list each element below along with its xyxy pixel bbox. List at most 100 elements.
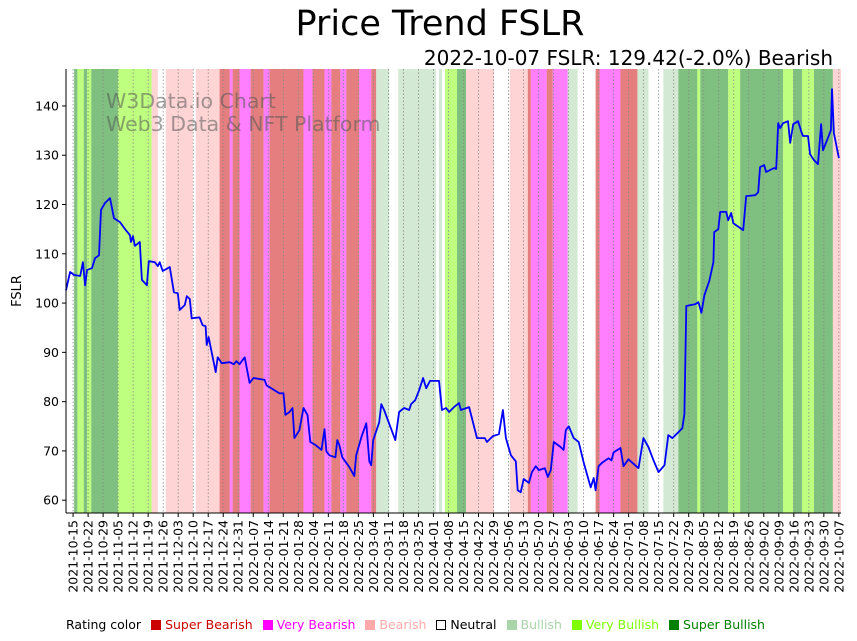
x-tick-label: 2021-11-12	[126, 520, 141, 593]
rating-band	[219, 69, 230, 513]
x-tick-label: 2022-03-04	[366, 520, 381, 593]
x-tick-label: 2022-01-07	[246, 520, 261, 593]
rating-band	[546, 69, 553, 513]
x-tick-label: 2022-03-25	[411, 520, 426, 593]
y-tick-label: 80	[43, 394, 59, 409]
x-tick-label: 2022-04-29	[486, 520, 501, 593]
rating-band	[346, 69, 360, 513]
x-tick-label: 2022-08-12	[711, 520, 726, 593]
legend-label: Super Bullish	[683, 617, 765, 632]
x-tick-label: 2022-06-17	[591, 520, 606, 593]
x-tick-label: 2022-06-24	[606, 520, 621, 593]
y-tick-label: 120	[35, 197, 59, 212]
rating-band	[269, 69, 304, 513]
rating-band	[263, 69, 270, 513]
rating-band	[376, 69, 390, 513]
x-tick-label: 2022-09-16	[786, 520, 801, 593]
y-tick-label: 140	[35, 98, 59, 113]
x-tick-label: 2021-12-31	[231, 520, 246, 593]
x-tick-label: 2022-02-25	[351, 520, 366, 593]
rating-band	[239, 69, 251, 513]
x-tick-label: 2022-09-09	[771, 520, 786, 593]
y-tick-label: 100	[35, 296, 59, 311]
x-tick-label: 2022-04-01	[426, 520, 441, 593]
x-tick-label: 2022-10-07	[831, 520, 846, 593]
rating-band	[232, 69, 240, 513]
watermark-text: W3Data.io Chart	[106, 89, 276, 113]
rating-band	[91, 69, 118, 513]
x-tick-label: 2022-04-08	[441, 520, 456, 593]
x-tick-label: 2022-07-22	[666, 520, 681, 593]
legend-swatch	[571, 619, 582, 630]
rating-band	[331, 69, 341, 513]
legend-entry: Bullish	[503, 617, 562, 632]
rating-band	[527, 69, 531, 513]
rating-band	[303, 69, 313, 513]
legend-label: Very Bearish	[276, 617, 356, 632]
rating-band	[567, 69, 578, 513]
rating-band	[165, 69, 193, 513]
rating-band	[801, 69, 814, 513]
rating-band	[398, 69, 437, 513]
x-tick-label: 2021-10-22	[81, 520, 96, 593]
y-tick-label: 130	[35, 148, 59, 163]
legend-swatch	[669, 619, 680, 630]
rating-band	[439, 69, 443, 513]
rating-band	[728, 69, 741, 513]
x-tick-label: 2021-10-29	[96, 520, 111, 593]
rating-band	[117, 69, 152, 513]
x-tick-label: 2022-07-08	[636, 520, 651, 593]
rating-band	[229, 69, 233, 513]
rating-band	[552, 69, 568, 513]
x-tick-label: 2021-11-19	[141, 520, 156, 593]
rating-band	[740, 69, 784, 513]
rating-band	[663, 69, 679, 513]
rating-band	[637, 69, 649, 513]
rating-band	[445, 69, 458, 513]
x-tick-label: 2022-03-11	[381, 520, 396, 593]
y-tick-label: 90	[43, 345, 59, 360]
rating-band	[509, 69, 528, 513]
legend-swatch	[506, 619, 517, 630]
chart-subtitle: 2022-10-07 FSLR: 129.42(-2.0%) Bearish	[423, 46, 833, 70]
rating-band	[678, 69, 698, 513]
x-tick-label: 2022-07-15	[651, 520, 666, 593]
x-tick-label: 2022-02-18	[336, 520, 351, 593]
x-tick-label: 2022-06-10	[576, 520, 591, 593]
rating-band	[813, 69, 833, 513]
rating-band	[359, 69, 372, 513]
x-tick-label: 2022-09-30	[816, 520, 831, 593]
legend-label: Bullish	[520, 617, 562, 632]
rating-band	[697, 69, 701, 513]
x-tick-label: 2021-12-10	[186, 520, 201, 593]
rating-band	[793, 69, 802, 513]
rating-band	[599, 69, 621, 513]
y-tick-label: 70	[43, 443, 59, 458]
legend-title: Rating color	[66, 617, 142, 632]
x-tick-label: 2022-09-02	[756, 520, 771, 593]
x-tick-label: 2022-08-19	[726, 520, 741, 593]
legend-label: Very Bullish	[585, 617, 660, 632]
x-tick-label: 2022-01-21	[276, 520, 291, 593]
x-tick-label: 2022-03-18	[396, 520, 411, 593]
rating-band	[832, 69, 841, 513]
rating-band	[466, 69, 494, 513]
legend: Rating color Super Bearish Very Bearish Be…	[66, 617, 771, 632]
x-tick-label: 2022-04-22	[471, 520, 486, 593]
x-tick-label: 2022-05-06	[501, 520, 516, 593]
rating-band	[250, 69, 264, 513]
legend-label: Neutral	[450, 617, 497, 632]
rating-band	[74, 69, 78, 513]
x-tick-label: 2022-09-23	[801, 520, 816, 593]
legend-label: Super Bearish	[165, 617, 253, 632]
x-tick-label: 2022-02-11	[321, 520, 336, 593]
rating-band	[457, 69, 467, 513]
watermark-text: Web3 Data & NFT Platform	[106, 112, 380, 136]
x-tick-label: 2021-11-26	[156, 520, 171, 593]
x-tick-label: 2021-12-03	[171, 520, 186, 593]
legend-entry: Neutral	[432, 617, 497, 632]
rating-band	[151, 69, 158, 513]
legend-entry: Very Bullish	[568, 617, 659, 632]
y-axis-label: FSLR	[10, 275, 25, 307]
